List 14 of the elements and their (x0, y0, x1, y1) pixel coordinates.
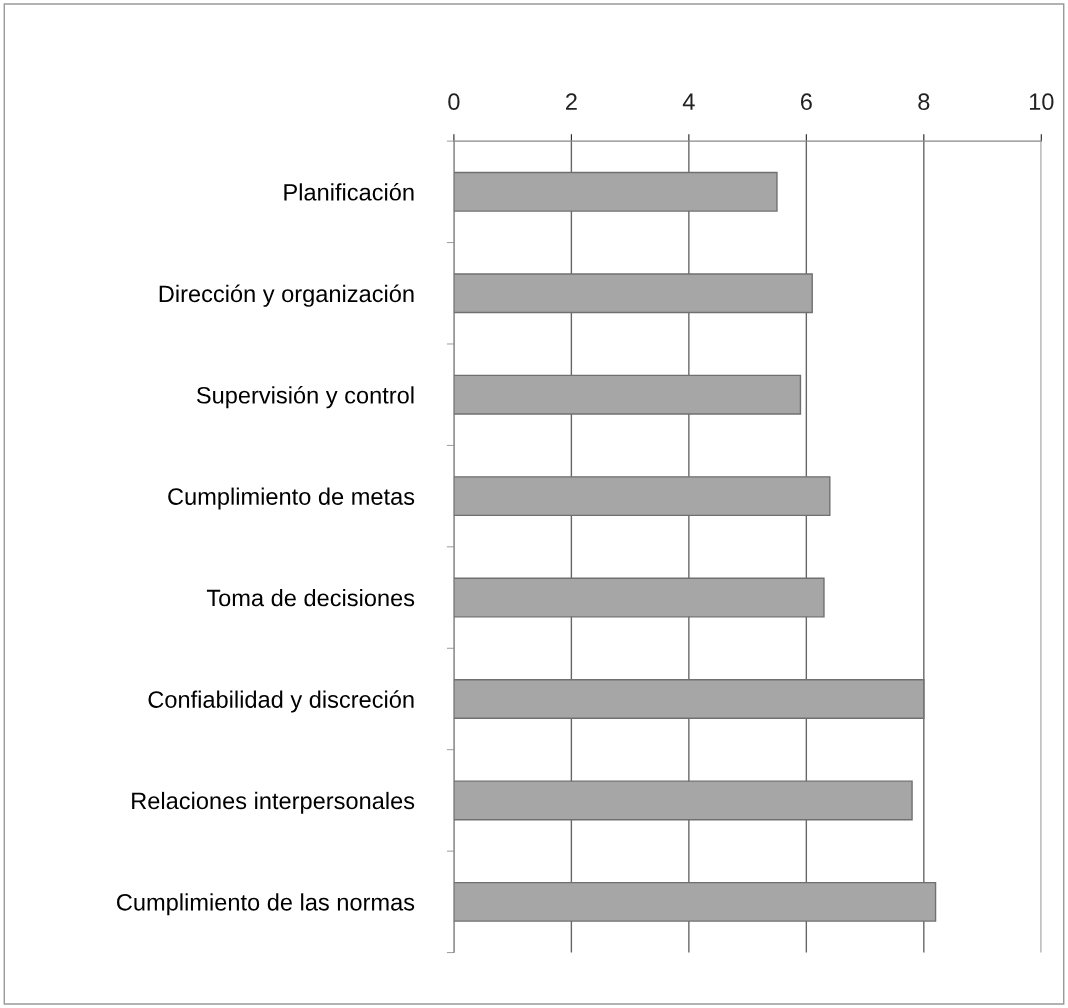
y-tick-label: Supervisión y control (196, 386, 414, 409)
x-tick-label: 10 (1029, 93, 1054, 111)
y-tick-label: Toma de decisiones (206, 589, 415, 607)
x-tick-label: 4 (682, 93, 695, 110)
x-tick-label: 0 (448, 93, 460, 111)
y-tick-label: Cumplimiento de metas (168, 487, 415, 510)
y-tick-label: Relaciones interpersonales (132, 791, 415, 814)
x-tick-label: 2 (566, 93, 577, 110)
x-tick-label: 6 (800, 93, 812, 111)
y-tick-label: Dirección y organización (159, 284, 414, 307)
y-tick-label: Planificación (284, 183, 414, 201)
y-tick-label: Cumplimiento de las normas (117, 893, 415, 916)
x-tick-label: 8 (918, 93, 930, 111)
y-tick-label: Confiabilidad y discreción (148, 690, 414, 713)
